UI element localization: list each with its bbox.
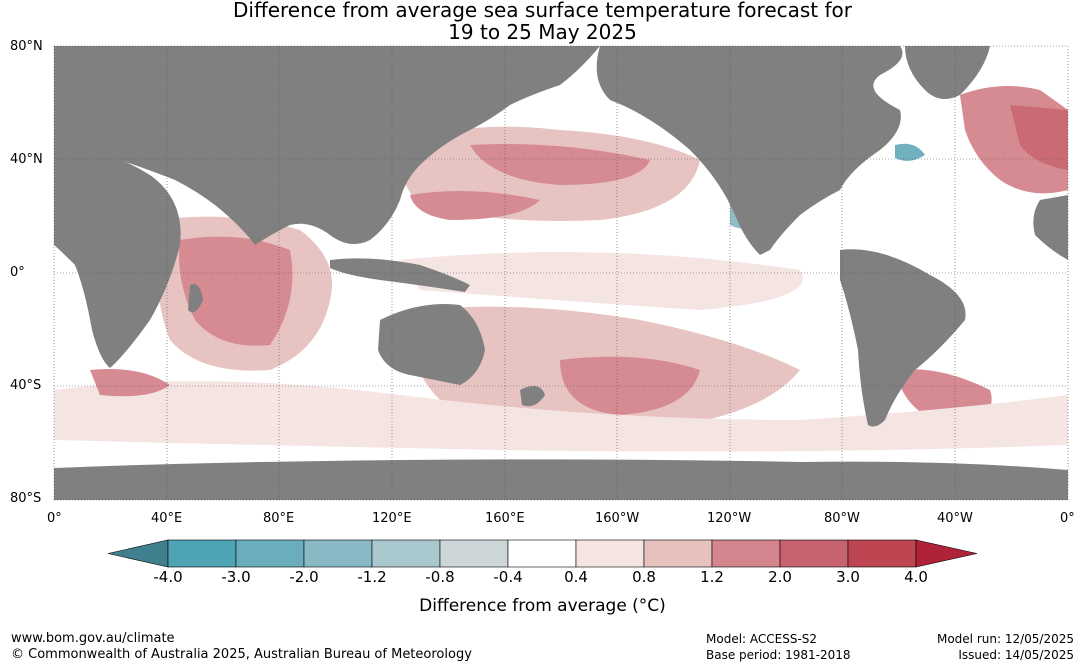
colorbar-tick-label: 4.0 (904, 568, 928, 586)
map-title-line-1: Difference from average sea surface temp… (232, 0, 852, 22)
land-new-zealand (520, 386, 545, 407)
anomaly-patches (54, 58, 1068, 452)
map-title-line-2: 19 to 25 May 2025 (448, 20, 637, 44)
land-greenland (905, 46, 990, 99)
colorbar-segment (711, 539, 781, 568)
lat-label-40n: 40°N (10, 152, 43, 167)
warm-patch-indian-ocean-core (179, 236, 293, 346)
colorbar-tick-label: 1.2 (700, 568, 724, 586)
colorbar-extend-max (915, 539, 978, 568)
lon-label-160w: 160°W (595, 511, 640, 526)
colorbar-segment (371, 539, 441, 568)
lon-label-160e: 160°E (485, 511, 525, 526)
land-africa-west (54, 140, 181, 368)
land-masses (54, 46, 1068, 500)
colorbar-tick-label: 3.0 (836, 568, 860, 586)
colorbar-tick-label: -0.4 (493, 568, 523, 586)
colorbar-segment (507, 539, 577, 568)
colorbar-segment (575, 539, 645, 568)
lat-label-40s: 40°S (10, 378, 42, 393)
lat-label-80n: 80°N (10, 39, 43, 54)
lon-label-0-left: 0° (47, 511, 62, 526)
colorbar-tick-label: -2.0 (289, 568, 319, 586)
footer-model: Model: ACCESS-S2 (706, 632, 818, 646)
land-indonesia (330, 258, 470, 292)
lon-label-0-right: 0° (1060, 511, 1075, 526)
land-africa-east (1033, 195, 1068, 260)
land-japan (395, 158, 415, 185)
footer-base-period: Base period: 1981-2018 (706, 648, 851, 662)
footer-model-run: Model run: 12/05/2025 (936, 632, 1074, 646)
colorbar-tick-label: 0.8 (632, 568, 656, 586)
lon-label-80e: 80°E (263, 511, 295, 526)
warm-patch-equatorial (400, 252, 803, 310)
colorbar-title: Difference from average (°C) (419, 596, 666, 616)
warm-patch-north-pacific-core (470, 144, 650, 185)
land-antarctica (54, 459, 1068, 500)
cool-patch-northwest-atlantic (895, 143, 925, 161)
lat-label-0: 0° (10, 265, 25, 280)
footer-copyright: © Commonwealth of Australia 2025, Austra… (11, 647, 472, 662)
lon-label-40w: 40°W (937, 511, 973, 526)
colorbar-segment (643, 539, 713, 568)
lat-label-80s: 80°S (10, 491, 42, 506)
lon-label-80w: 80°W (824, 511, 860, 526)
colorbar-tick-label: 2.0 (768, 568, 792, 586)
footer-issued: Issued: 14/05/2025 (958, 648, 1074, 662)
warm-patch-south-indian (90, 369, 170, 397)
colorbar (107, 539, 978, 568)
colorbar-segment (847, 539, 917, 568)
colorbar-tick-label: -0.8 (425, 568, 455, 586)
land-australia (378, 304, 485, 385)
warm-patch-north-pacific-west (410, 191, 540, 220)
warm-patch-north-atlantic-core (1010, 105, 1068, 170)
colorbar-tick-label: -1.2 (357, 568, 387, 586)
warm-patch-southern-band (54, 381, 1068, 452)
colorbar-segment (439, 539, 509, 568)
lon-label-120e: 120°E (372, 511, 412, 526)
colorbar-tick-label: -4.0 (153, 568, 183, 586)
colorbar-extend-min (107, 539, 169, 568)
land-north-america (596, 46, 903, 255)
colorbar-segment (167, 539, 237, 568)
graticule (53, 45, 1069, 501)
lon-label-40e: 40°E (151, 511, 183, 526)
colorbar-tick-label: 0.4 (564, 568, 588, 586)
footer-website: www.bom.gov.au/climate (11, 631, 175, 646)
lon-label-120w: 120°W (707, 511, 752, 526)
land-south-america (840, 249, 966, 427)
colorbar-segment (779, 539, 849, 568)
colorbar-tick-label: -3.0 (221, 568, 251, 586)
colorbar-segment (235, 539, 305, 568)
land-madagascar (188, 284, 203, 313)
land-eurasia (54, 46, 600, 245)
colorbar-segment (303, 539, 373, 568)
